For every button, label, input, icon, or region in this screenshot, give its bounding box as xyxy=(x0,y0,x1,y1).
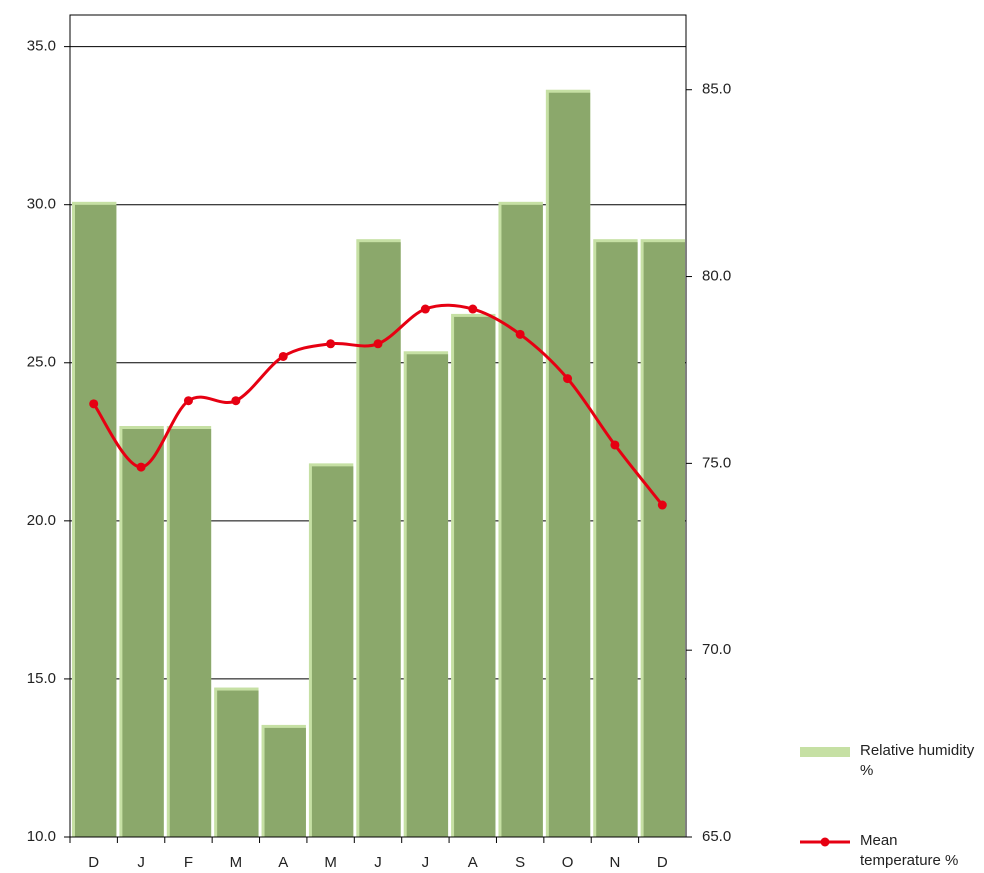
plot-frame xyxy=(69,14,687,838)
x-tick-label: D xyxy=(88,854,99,871)
legend-swatch xyxy=(800,747,850,757)
x-tick-label: J xyxy=(422,854,430,871)
x-tick-label: N xyxy=(610,854,621,871)
line-marker xyxy=(231,396,241,406)
line-marker xyxy=(136,462,146,472)
bar xyxy=(406,354,449,837)
y-tick-label: 30.0 xyxy=(27,196,56,213)
x-tick-label: F xyxy=(184,854,193,871)
line-marker xyxy=(515,329,525,339)
bar xyxy=(643,242,685,837)
y2-tick-label: 75.0 xyxy=(702,454,731,471)
bar xyxy=(169,429,212,837)
bar xyxy=(122,429,164,837)
bar xyxy=(596,242,638,837)
x-tick-label: M xyxy=(324,854,337,871)
line-marker xyxy=(657,500,667,510)
x-tick-label: J xyxy=(374,854,382,871)
x-tick-label: S xyxy=(515,854,525,871)
line-marker xyxy=(183,396,193,406)
x-tick-label: A xyxy=(278,854,288,871)
y2-tick-label: 70.0 xyxy=(702,641,731,658)
y-tick-label: 20.0 xyxy=(27,512,56,529)
line-marker xyxy=(278,351,288,361)
x-tick-label: D xyxy=(657,854,668,871)
y2-tick-label: 80.0 xyxy=(702,268,731,285)
bar xyxy=(311,466,354,837)
y-tick-label: 15.0 xyxy=(27,670,56,687)
y2-tick-label: 85.0 xyxy=(702,81,731,98)
x-tick-label: O xyxy=(562,854,574,871)
x-tick-label: J xyxy=(137,854,145,871)
y-tick-label: 25.0 xyxy=(27,354,56,371)
line-marker xyxy=(563,374,573,384)
line-marker xyxy=(373,339,383,349)
y-tick-label: 10.0 xyxy=(27,828,56,845)
y-tick-label: 35.0 xyxy=(27,38,56,55)
bar xyxy=(454,316,496,838)
bar xyxy=(217,690,259,837)
line-marker xyxy=(89,399,99,409)
bar xyxy=(501,204,543,837)
y2-tick-label: 65.0 xyxy=(702,828,731,845)
legend-swatch-marker xyxy=(820,837,830,847)
bar xyxy=(75,204,117,837)
bar xyxy=(264,727,306,837)
line-marker xyxy=(468,304,478,314)
x-tick-label: M xyxy=(230,854,243,871)
bar xyxy=(548,92,591,837)
legend-label: Relative humidity % xyxy=(860,742,975,779)
line-marker xyxy=(420,304,430,314)
line-marker xyxy=(326,339,336,349)
legend-label: Mean temperature % xyxy=(860,832,959,869)
line-marker xyxy=(610,440,620,450)
x-tick-label: A xyxy=(468,854,478,871)
